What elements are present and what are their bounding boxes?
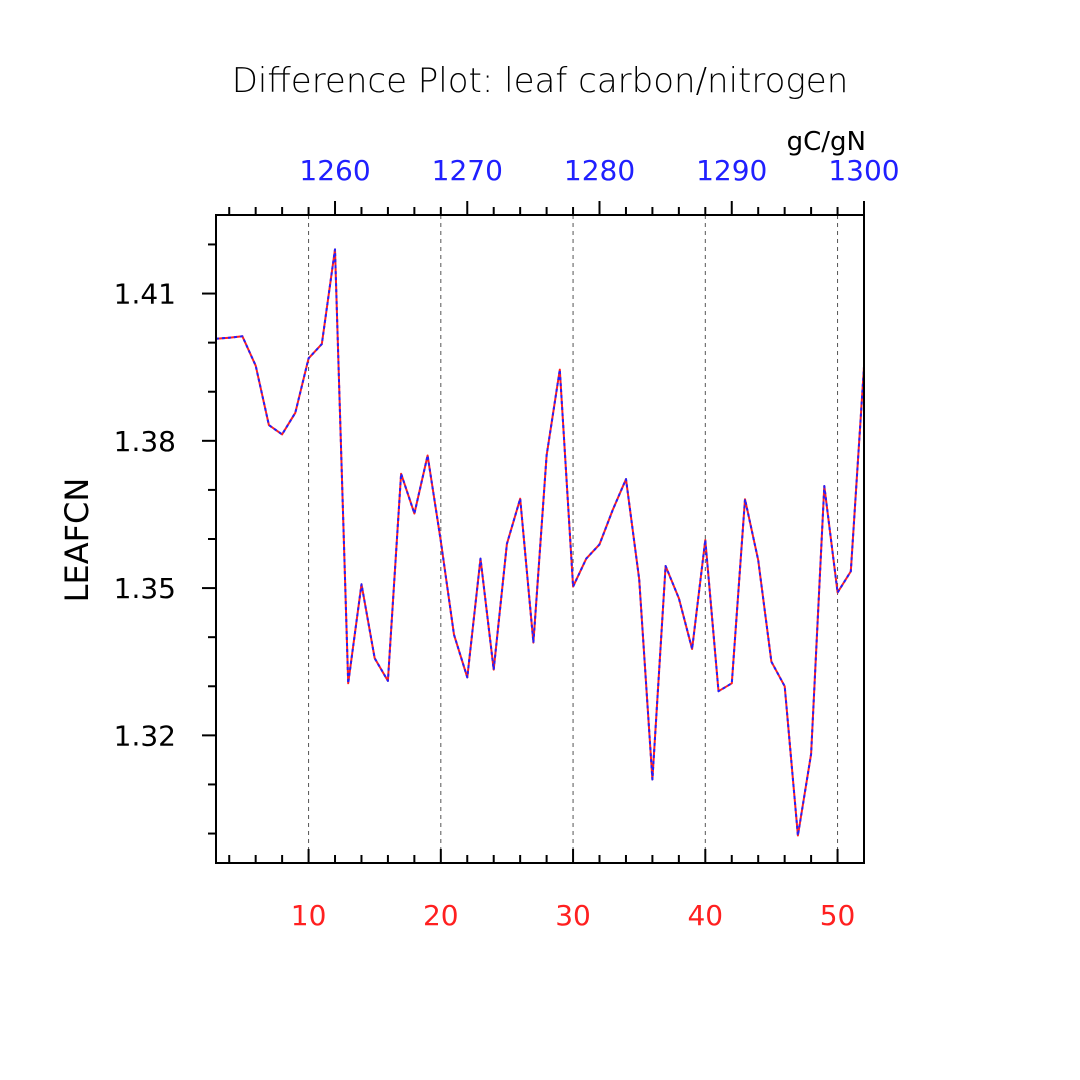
y-tick-label: 1.32 <box>114 719 176 752</box>
chart-title: Difference Plot: leaf carbon/nitrogen <box>232 61 849 101</box>
ticks <box>202 201 865 863</box>
y-tick-label: 1.41 <box>114 278 176 311</box>
top-tick-label: 1280 <box>564 154 635 187</box>
x-tick-label: 40 <box>687 899 723 932</box>
top-tick-label: 1300 <box>828 154 899 187</box>
top-tick-label: 1290 <box>696 154 767 187</box>
x-tick-label: 10 <box>291 899 327 932</box>
x-tick-label: 20 <box>423 899 459 932</box>
series-line-1 <box>215 248 865 837</box>
grid <box>308 215 839 863</box>
y-axis-label: LEAFCN <box>58 478 96 603</box>
y-tick-label: 1.35 <box>114 572 176 605</box>
x-tick-label: 50 <box>820 899 856 932</box>
top-tick-label: 1260 <box>299 154 370 187</box>
series-group <box>215 248 865 837</box>
top-tick-label: 1270 <box>432 154 503 187</box>
y-tick-label: 1.38 <box>114 425 176 458</box>
units-label: gC/gN <box>787 127 866 157</box>
x-tick-label: 30 <box>555 899 591 932</box>
series-line-2 <box>215 248 865 837</box>
tick-labels: 10 20 30 40 50 1260 1270 1280 1290 1300 1.32 1.35 1.… <box>114 154 900 932</box>
